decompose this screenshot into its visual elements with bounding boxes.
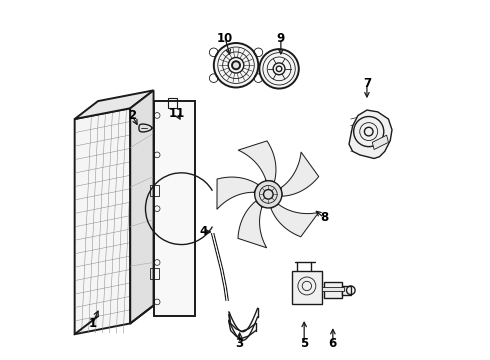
Text: 1: 1 [89, 317, 97, 330]
Text: 4: 4 [199, 225, 208, 238]
Text: 6: 6 [329, 337, 337, 350]
Polygon shape [271, 204, 318, 237]
Text: 10: 10 [217, 32, 233, 45]
Polygon shape [238, 141, 276, 181]
Text: 2: 2 [128, 109, 136, 122]
Polygon shape [372, 135, 389, 149]
Text: 7: 7 [363, 77, 371, 90]
Polygon shape [281, 152, 318, 196]
Bar [322, 287, 343, 291]
Circle shape [214, 43, 258, 87]
Polygon shape [217, 177, 258, 209]
Polygon shape [238, 201, 267, 248]
Text: 5: 5 [300, 337, 308, 350]
Bar [150, 185, 159, 196]
Text: 3: 3 [236, 337, 244, 350]
Polygon shape [74, 108, 130, 334]
Polygon shape [349, 110, 392, 158]
Bar [342, 286, 351, 295]
Text: 9: 9 [277, 32, 285, 45]
Circle shape [232, 61, 240, 69]
Bar [292, 271, 322, 304]
Circle shape [255, 181, 282, 208]
Bar [168, 98, 177, 108]
Bar [150, 268, 159, 279]
Text: 8: 8 [320, 211, 328, 224]
Polygon shape [130, 90, 153, 323]
Polygon shape [74, 90, 153, 119]
Bar [324, 282, 342, 298]
Circle shape [259, 49, 299, 89]
Text: 11: 11 [169, 107, 185, 120]
Polygon shape [153, 101, 195, 316]
